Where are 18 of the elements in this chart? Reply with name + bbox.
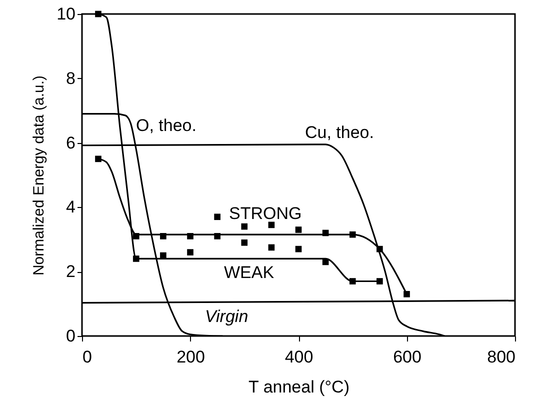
annotation: WEAK — [224, 263, 275, 282]
annotation: O, theo. — [136, 116, 196, 135]
x-tick-label: 200 — [176, 348, 205, 366]
annotation: Cu, theo. — [305, 123, 374, 142]
y-tick-label: 4 — [66, 198, 76, 217]
y-tick-label: 8 — [66, 68, 76, 88]
annotation: Virgin — [205, 307, 248, 326]
x-tick-label: 0 — [82, 348, 92, 366]
y-tick-label: 6 — [66, 133, 76, 152]
annotation: STRONG — [229, 204, 302, 223]
y-axis-title: Normalized Energy data (a.u.) — [30, 75, 48, 276]
x-tick-label: 400 — [284, 348, 314, 366]
x-tick-label: 800 — [487, 348, 516, 366]
y-tick-label: 0 — [66, 326, 76, 346]
y-tick-label: 10 — [56, 4, 76, 24]
y-tick-label: 2 — [66, 262, 76, 282]
x-tick-label: 600 — [393, 348, 422, 366]
x-axis-title: T anneal (°C) — [248, 378, 350, 396]
